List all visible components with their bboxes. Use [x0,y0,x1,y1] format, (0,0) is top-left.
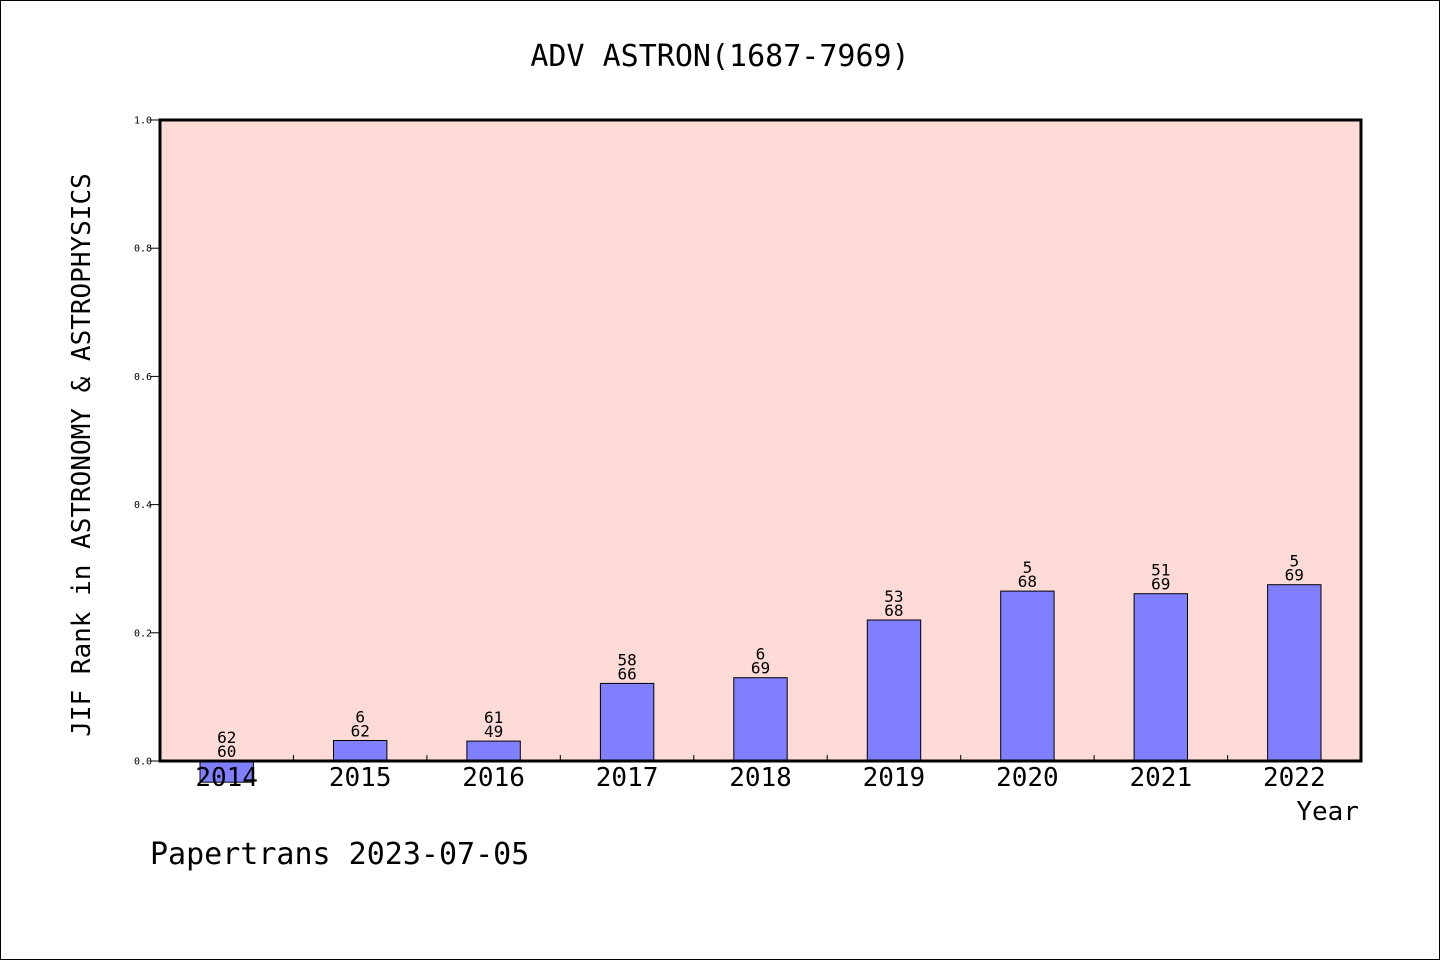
chart-title: ADV ASTRON(1687-7969) [530,39,909,74]
bar-label-bottom-2016: 49 [484,722,503,741]
x-tick-label-2021: 2021 [1129,763,1192,793]
y-axis-ticks: 0.0 0.2 0.4 0.6 0.8 1.0 [134,116,160,768]
bar-2018 [733,677,788,762]
bar-label-bottom-2018: 69 [751,659,770,678]
x-tick-label-2017: 2017 [596,763,659,793]
y-tick-label-0.2: 0.2 [134,628,152,639]
y-tick-label-0.8: 0.8 [134,244,152,255]
bar-label-bottom-2017: 66 [617,664,636,683]
x-tick-label-2015: 2015 [329,763,392,793]
y-tick-label-0.6: 0.6 [134,372,152,383]
bar-2015 [333,740,388,762]
bar-label-top-2018: 6 [756,645,766,664]
bar-label-bottom-2019: 68 [884,601,903,620]
bar-2022 [1267,584,1322,762]
bar-2020 [1000,590,1055,762]
x-axis-label: Year [1296,797,1359,827]
x-axis-ticks: 2014 2015 2016 2017 2018 2019 2020 2021 2022 [195,755,1326,793]
bar-label-top-2019: 53 [884,587,903,606]
bar-2017 [599,682,655,762]
x-tick-label-2016: 2016 [462,763,525,793]
bar-2016 [466,740,521,762]
bar-2021 [1133,593,1188,762]
bar-label-bottom-2021: 69 [1151,575,1170,594]
y-tick-label-1.0: 1.0 [134,116,152,127]
bar-label-top-2022: 5 [1289,552,1299,571]
bar-label-top-2016: 61 [484,708,503,727]
bar-label-top-2021: 51 [1151,561,1170,580]
bar-label-top-2017: 58 [617,650,636,669]
x-tick-label-2014: 2014 [195,763,258,793]
bar-label-bottom-2015: 62 [351,722,370,741]
bar-label-top-2020: 5 [1023,558,1033,577]
bar-label-bottom-2014: 60 [217,742,236,761]
bar-label-top-2015: 6 [355,708,365,727]
y-axis-label: JIF Rank in ASTRONOMY & ASTROPHYSICS [67,173,97,737]
x-tick-label-2022: 2022 [1263,763,1326,793]
x-tick-label-2019: 2019 [863,763,926,793]
footer-credit: Papertrans 2023-07-05 [150,837,529,872]
plot-border [158,118,1363,763]
bar-label-bottom-2020: 68 [1018,572,1037,591]
y-tick-label-0.0: 0.0 [134,757,152,768]
bar-2019 [866,619,922,762]
bar-label-top-2014: 62 [217,728,236,747]
x-tick-label-2018: 2018 [729,763,792,793]
y-tick-label-0.4: 0.4 [134,500,152,511]
bar-label-bottom-2022: 69 [1285,566,1304,585]
x-tick-label-2020: 2020 [996,763,1059,793]
bars [199,584,1322,783]
